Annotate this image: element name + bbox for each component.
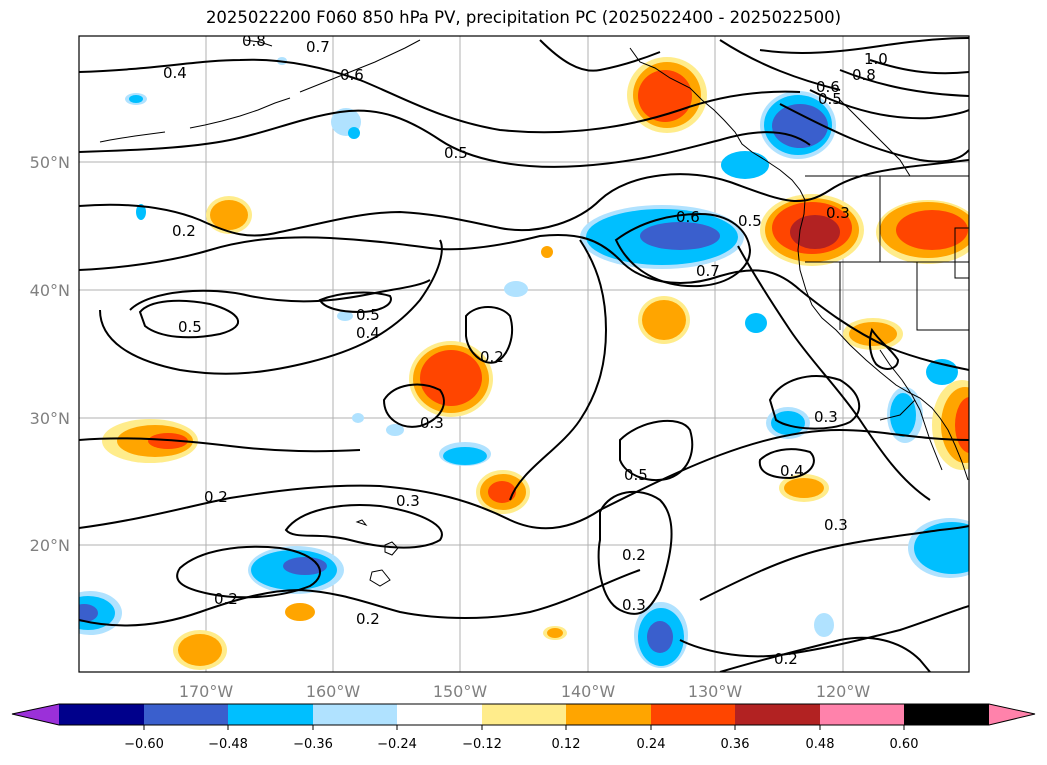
- colorbar-segment: [820, 704, 904, 725]
- contour-label: 0.4: [780, 462, 804, 480]
- contour-label: 0.2: [622, 546, 646, 564]
- longitude-label: 140°W: [561, 682, 616, 701]
- latitude-label: 40°N: [30, 281, 70, 300]
- colorbar-segment: [651, 704, 735, 725]
- pv-contours: [79, 37, 969, 672]
- gridlines: [79, 36, 969, 672]
- contour-label: 0.3: [420, 414, 444, 432]
- contour-label: 0.4: [163, 64, 187, 82]
- contour-label: 0.5: [178, 318, 202, 336]
- contour-label: 0.5: [738, 212, 762, 230]
- contour-label: 0.8: [852, 66, 876, 84]
- longitude-label: 150°W: [433, 682, 488, 701]
- contour-label: 0.5: [818, 90, 842, 108]
- colorbar-tick-label: −0.48: [208, 737, 248, 752]
- colorbar-segment: [59, 704, 144, 725]
- longitude-label: 170°W: [179, 682, 234, 701]
- contour-label: 0.7: [306, 38, 330, 56]
- colorbar-tick-label: −0.12: [462, 737, 502, 752]
- colorbar-tick-label: −0.24: [377, 737, 417, 752]
- contour-label: 0.3: [814, 408, 838, 426]
- contour-label: 0.6: [676, 208, 700, 226]
- latitude-label: 30°N: [30, 409, 70, 428]
- colorbar-tick-label: 0.60: [890, 737, 919, 752]
- contour-label: 0.3: [396, 492, 420, 510]
- colorbar-tick-label: −0.60: [124, 737, 164, 752]
- contour-label: 1.0: [864, 50, 888, 68]
- colorbar-segment: [904, 704, 989, 725]
- contour-label: 0.2: [172, 222, 196, 240]
- contour-label: 0.5: [444, 144, 468, 162]
- colorbar-tick-label: 0.12: [552, 737, 581, 752]
- contour-label: 0.2: [204, 488, 228, 506]
- colorbar-segment: [313, 704, 397, 725]
- contour-label: 0.2: [774, 650, 798, 668]
- colorbar-segment: [228, 704, 313, 725]
- contour-label: 0.2: [356, 610, 380, 628]
- colorbar-tick-label: 0.24: [637, 737, 666, 752]
- colorbar: −0.60 −0.48 −0.36 −0.24 −0.12 0.12 0.24 …: [11, 703, 1036, 752]
- contour-labels: 0.8 0.7 0.6 0.4 1.0 0.8 0.6 0.5 0.5 0.2 …: [163, 32, 888, 668]
- contour-label: 0.6: [816, 78, 840, 96]
- contour-label: 0.7: [696, 262, 720, 280]
- contour-label: 0.5: [624, 466, 648, 484]
- figure-title: 2025022200 F060 850 hPa PV, precipitatio…: [205, 8, 842, 27]
- colorbar-segment: [735, 704, 820, 725]
- colorbar-tick-label: −0.36: [293, 737, 333, 752]
- latitude-label: 50°N: [30, 153, 70, 172]
- longitude-axis: 170°W 160°W 150°W 140°W 130°W 120°W: [179, 682, 871, 701]
- contour-label: 0.4: [356, 324, 380, 342]
- colorbar-segment: [566, 704, 651, 725]
- colorbar-segment: [397, 704, 482, 725]
- latitude-axis: 50°N 40°N 30°N 20°N: [30, 153, 70, 555]
- contour-label: 0.5: [356, 306, 380, 324]
- colorbar-extend-low: [12, 704, 59, 725]
- colorbar-tick-label: 0.36: [721, 737, 750, 752]
- longitude-label: 120°W: [816, 682, 871, 701]
- precip-shading: [79, 57, 969, 670]
- colorbar-tick-label: 0.48: [806, 737, 835, 752]
- contour-label: 0.8: [242, 32, 266, 50]
- longitude-label: 130°W: [688, 682, 743, 701]
- contour-label: 0.6: [340, 66, 364, 84]
- longitude-label: 160°W: [306, 682, 361, 701]
- contour-label: 0.3: [826, 204, 850, 222]
- contour-label: 0.3: [622, 596, 646, 614]
- colorbar-segment: [482, 704, 566, 725]
- colorbar-segment: [144, 704, 228, 725]
- contour-label: 0.2: [214, 590, 238, 608]
- latitude-label: 20°N: [30, 536, 70, 555]
- colorbar-extend-high: [989, 704, 1035, 725]
- map-frame: [78, 35, 970, 673]
- contour-label: 0.2: [480, 348, 504, 366]
- coastlines: [99, 39, 969, 587]
- contour-label: 0.3: [824, 516, 848, 534]
